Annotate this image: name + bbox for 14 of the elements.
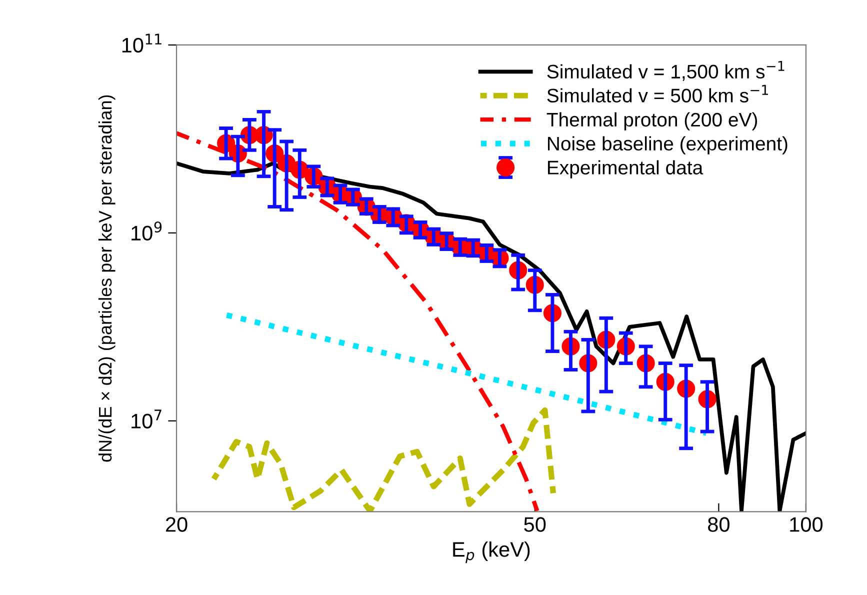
x-tick-label: 80: [708, 517, 730, 532]
x-axis-title: E$_{p}$ (keV): [453, 542, 530, 564]
legend-label: Simulated v = 1,500 km s$^{−1}$: [547, 60, 784, 81]
legend-label: Simulated v = 500 km s$^{−1}$: [547, 84, 768, 102]
legend-label: Noise baseline (experiment): [548, 136, 788, 154]
y-axis-title: dN/(dE × dΩ) (particles per keV per steradian): [98, 95, 116, 462]
x-tick-label: 20: [166, 517, 188, 532]
x-tick-label: 50: [524, 517, 546, 532]
legend-label: Experimental data: [548, 160, 704, 178]
y-tick-label: 10$^{11}$: [122, 34, 162, 53]
y-tick-label: 10$^{9}$: [132, 222, 162, 241]
legend-label: Thermal proton (200 eV): [546, 112, 758, 130]
x-tick-label: 100: [790, 517, 823, 532]
y-tick-label: 10$^{7}$: [132, 410, 162, 428]
